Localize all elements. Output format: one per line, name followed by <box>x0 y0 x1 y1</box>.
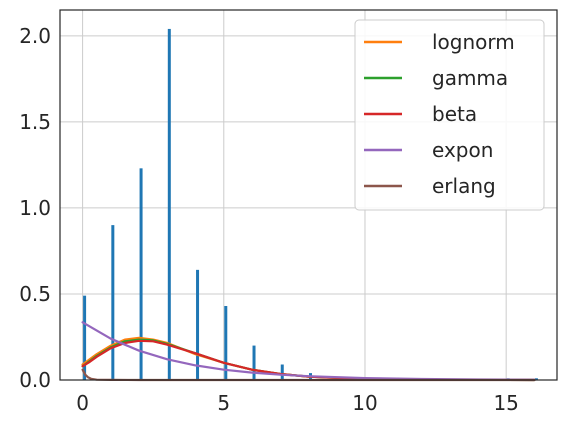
histogram-bar-10 <box>534 378 538 380</box>
legend-box <box>354 19 545 211</box>
y-tick-label-4: 2.0 <box>19 24 51 48</box>
legend-label-beta: beta <box>432 102 477 126</box>
histogram-bar-1 <box>111 225 115 380</box>
histogram-bar-3 <box>167 28 171 380</box>
legend-label-expon: expon <box>432 138 493 162</box>
y-tick-label-3: 1.5 <box>19 110 51 134</box>
x-tick-label-3: 15 <box>493 391 518 415</box>
histogram-bars <box>83 28 538 380</box>
legend-label-lognorm: lognorm <box>432 30 515 54</box>
fit-lines <box>81 321 536 382</box>
x-axis-ticks: 0 5 10 15 <box>76 391 519 415</box>
legend-label-erlang: erlang <box>432 174 496 198</box>
histogram-bar-2 <box>139 168 143 380</box>
legend: lognorm gamma beta expon erlang <box>354 19 545 211</box>
series-line-lognorm <box>81 336 536 381</box>
series-line-gamma <box>81 338 536 382</box>
histogram-bar-6 <box>252 345 256 380</box>
histogram-bar-0 <box>83 295 87 380</box>
series-line-beta <box>81 339 536 382</box>
legend-label-gamma: gamma <box>432 66 508 90</box>
y-tick-label-1: 0.5 <box>19 282 51 306</box>
x-tick-label-1: 5 <box>217 391 230 415</box>
x-tick-label-2: 10 <box>352 391 377 415</box>
series-line-expon <box>81 321 536 381</box>
y-tick-label-2: 1.0 <box>19 196 51 220</box>
y-tick-label-0: 0.0 <box>19 368 51 392</box>
y-axis-ticks: 0.0 0.5 1.0 1.5 2.0 <box>19 24 51 392</box>
histogram-bar-4 <box>196 269 200 380</box>
x-tick-label-0: 0 <box>76 391 89 415</box>
histogram-bar-5 <box>224 306 228 380</box>
histogram-bar-7 <box>280 364 284 380</box>
plot-area-frame <box>59 9 558 381</box>
